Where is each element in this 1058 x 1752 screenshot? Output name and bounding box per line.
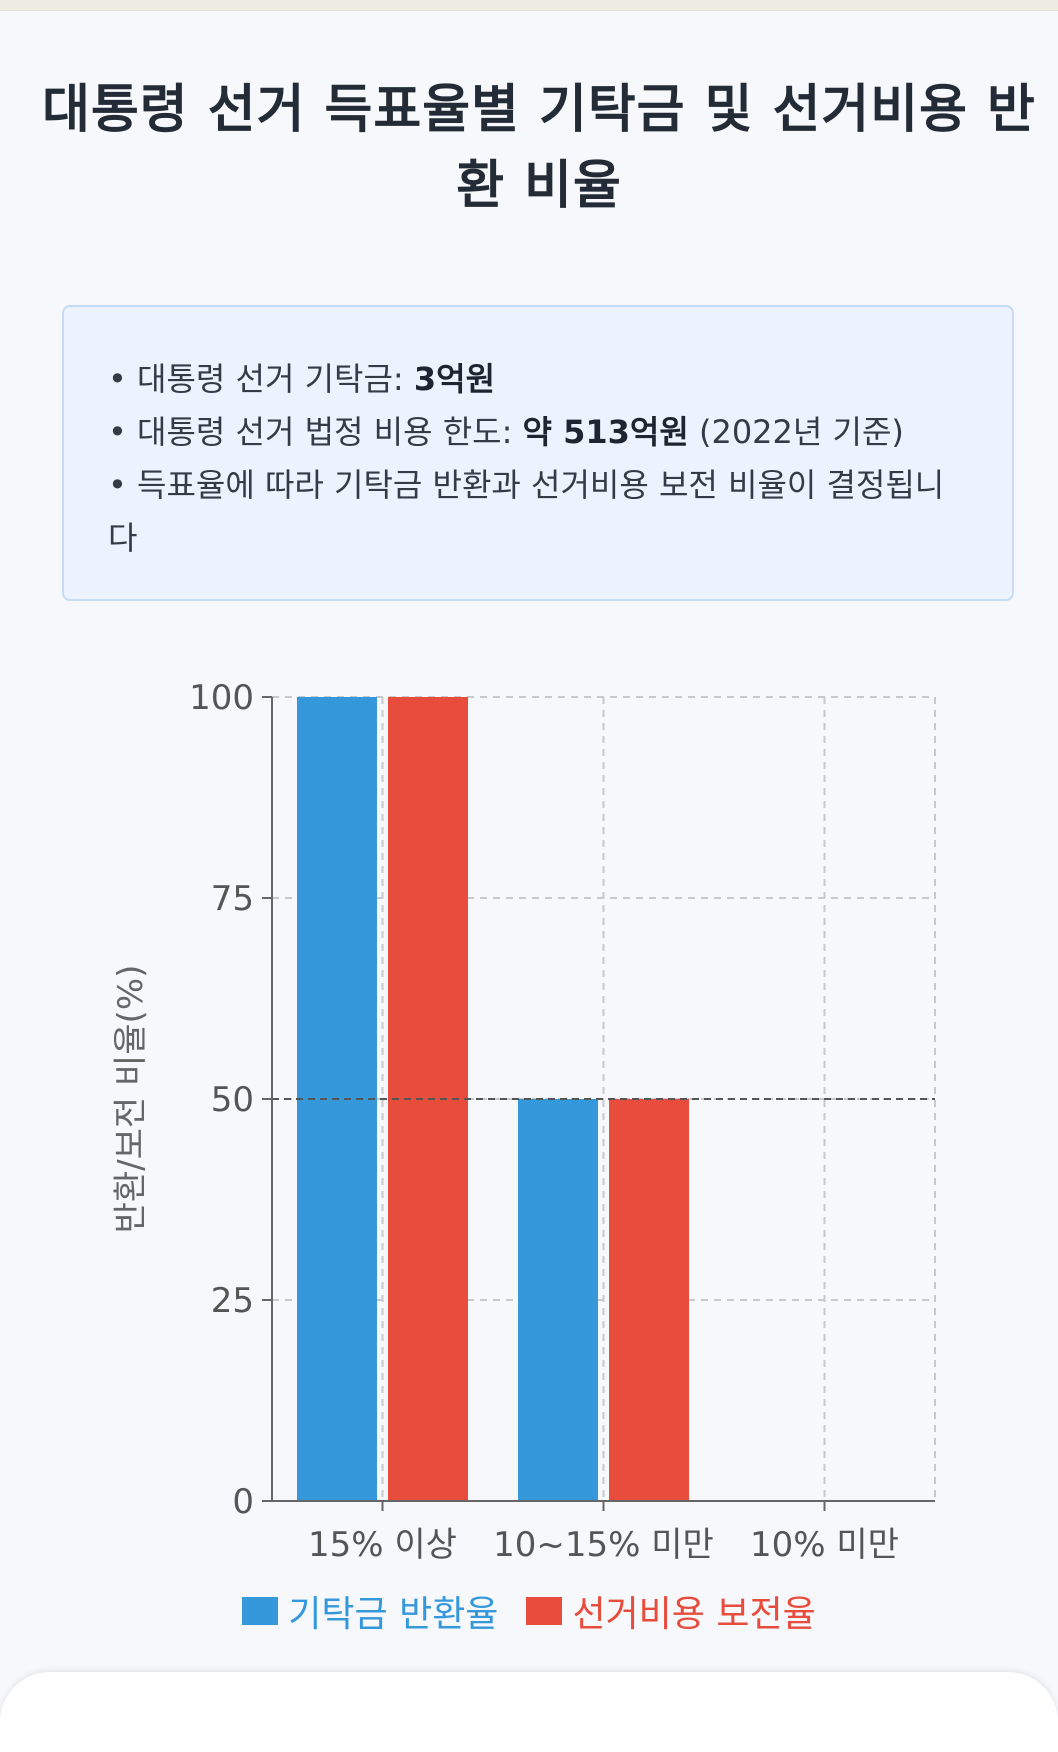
legend-label: 기탁금 반환율: [288, 1594, 499, 1635]
legend-swatch: [526, 1597, 563, 1625]
info-box: • 대통령 선거 기탁금: 3억원 • 대통령 선거 법정 비용 한도: 약 5…: [62, 305, 1014, 601]
info-line-limit: • 대통령 선거 법정 비용 한도: 약 513억원 (2022년 기준): [108, 406, 972, 459]
info-limit-value: 약 513억원: [522, 413, 689, 451]
y-tick-label: 50: [211, 1080, 254, 1120]
info-limit-label: • 대통령 선거 법정 비용 한도:: [108, 413, 523, 451]
info-deposit-label: • 대통령 선거 기탁금:: [108, 360, 414, 398]
y-axis-label: 반환/보전 비율(%): [111, 965, 151, 1234]
bar-expense: [609, 1099, 689, 1501]
y-tick-label: 75: [211, 879, 254, 919]
info-deposit-value: 3억원: [413, 360, 496, 398]
info-line-rule: • 득표율에 따라 기탁금 반환과 선거비용 보전 비율이 결정됩니다: [108, 466, 945, 557]
bar-deposit: [518, 1099, 598, 1501]
chart-legend: 기탁금 반환율 선거비용 보전율: [0, 1585, 1058, 1637]
info-line-deposit: • 대통령 선거 기탁금: 3억원: [108, 353, 972, 406]
legend-item: 기탁금 반환율: [242, 1585, 498, 1637]
y-tick-label: 25: [211, 1281, 254, 1321]
y-tick-label: 100: [189, 678, 254, 718]
bar-chart: 0 25 50 75 100 15% 이상 10~15% 미만 10% 미만 반환/보전 비율(…: [111, 678, 936, 1565]
legend-swatch: [242, 1597, 279, 1625]
legend-label: 선거비용 보전율: [572, 1594, 816, 1635]
x-tick-label: 10~15% 미만: [493, 1525, 714, 1565]
top-bar: [0, 0, 1058, 11]
x-tick-label: 10% 미만: [750, 1525, 899, 1565]
y-tick-label: 0: [232, 1482, 254, 1522]
bottom-card: [0, 1672, 1058, 1752]
x-tick-label: 15% 이상: [308, 1525, 457, 1565]
info-limit-note: (2022년 기준): [688, 413, 904, 451]
legend-item: 선거비용 보전율: [526, 1585, 816, 1637]
page-title: 대통령 선거 득표율별 기탁금 및 선거비용 반환 비율: [42, 80, 1036, 216]
